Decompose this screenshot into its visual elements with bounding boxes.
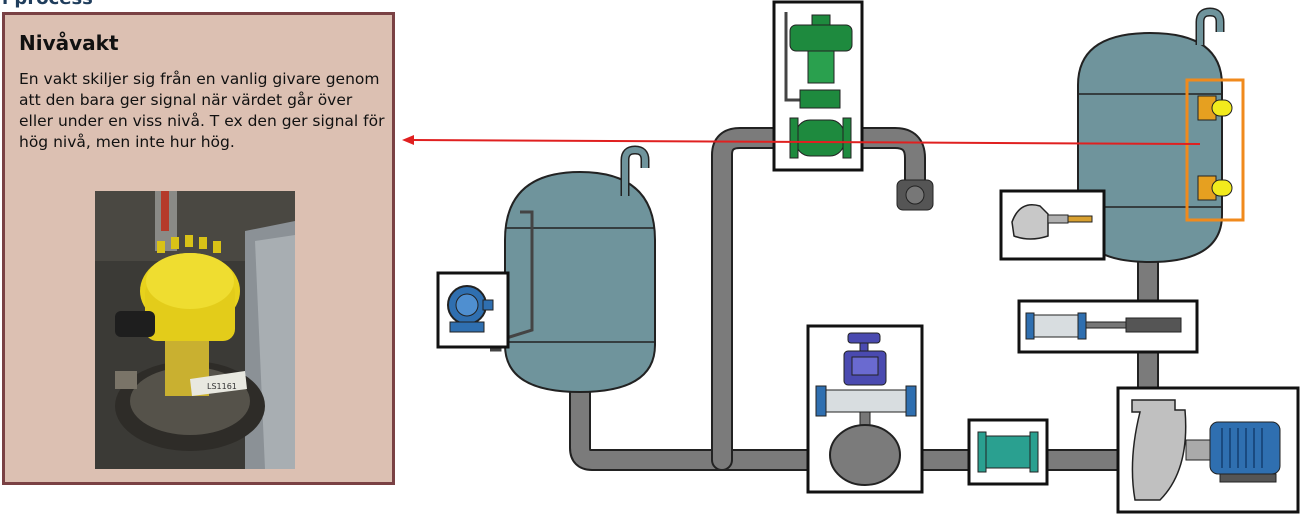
pointer-arrow (402, 135, 1201, 145)
control-valve[interactable] (772, 0, 864, 172)
level-switch-highlight[interactable] (1185, 78, 1245, 222)
pump-motor[interactable] (1116, 386, 1300, 514)
info-title: Nivåvakt (19, 31, 119, 55)
left-tank (490, 145, 656, 394)
pressure-transmitter[interactable] (436, 271, 510, 349)
actuator-cylinder[interactable] (1017, 299, 1199, 354)
info-panel: Nivåvakt En vakt skiljer sig från en van… (2, 12, 395, 485)
level-switch-photo: LS1161 (95, 191, 295, 469)
header-title: i process (2, 0, 93, 9)
inline-flowmeter[interactable] (967, 418, 1049, 486)
flow-control-valve[interactable] (806, 324, 924, 494)
pipe-outlet-flange (896, 179, 934, 211)
temperature-sensor[interactable] (999, 189, 1106, 261)
info-text: En vakt skiljer sig från en vanlig givar… (19, 70, 385, 151)
photo-tag-label: LS1161 (207, 382, 237, 391)
